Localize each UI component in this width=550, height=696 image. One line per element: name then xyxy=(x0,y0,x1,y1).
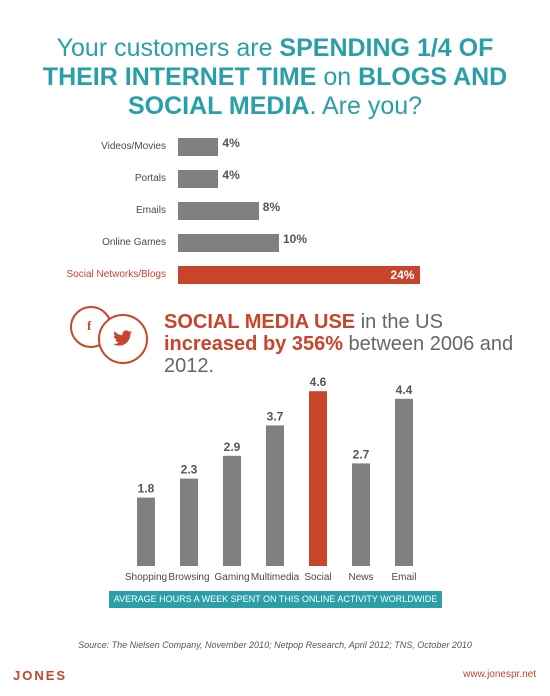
weekly-hours-bar-chart: 1.8 Shopping 2.3 Browsing 2.9 Gaming 3.7 Multim… xyxy=(125,375,417,583)
title-bold1: SPENDING 1/4 OF THEIR INTERNET TIME xyxy=(42,34,494,91)
hbar-value-label: 4% xyxy=(222,136,240,150)
twitter-icon xyxy=(98,314,148,364)
hbar-value-label: 24% xyxy=(390,268,415,282)
title-part3: . Are you? xyxy=(309,92,423,120)
facebook-glyph: f xyxy=(87,318,92,333)
stat-text2: between 2006 and 2012. xyxy=(164,333,514,377)
vbar-bar xyxy=(352,463,370,566)
vbar-bar xyxy=(309,391,327,566)
vbar-bar xyxy=(137,497,155,566)
hbar-category-label: Online Games xyxy=(102,237,166,248)
title-part1: Your customers are xyxy=(56,34,280,62)
hbar-bar xyxy=(178,170,219,188)
title-part2: on xyxy=(316,63,359,91)
hbar-bar xyxy=(178,202,259,220)
source-note: Source: The Nielsen Company, November 20… xyxy=(78,640,472,650)
vbar-bar xyxy=(180,478,198,566)
twitter-bird-glyph xyxy=(113,330,133,346)
hbar-bar xyxy=(178,138,219,156)
vbar-value-label: 3.7 xyxy=(267,409,284,423)
social-icons: f xyxy=(70,306,152,366)
title-bold2: BLOGS AND SOCIAL MEDIA xyxy=(127,63,508,120)
hbar-value-label: 8% xyxy=(262,200,281,214)
vbar-category-label: Gaming xyxy=(214,572,249,583)
stat-text1: in the US xyxy=(355,311,443,333)
hbar-category-label: Portals xyxy=(134,173,166,184)
stat-bold1: SOCIAL MEDIA USE xyxy=(164,311,356,333)
vbar-category-label: Shopping xyxy=(125,572,167,583)
hbar-category-label: Videos/Movies xyxy=(101,141,166,152)
hbar-value-label: 10% xyxy=(283,232,308,246)
website-link[interactable]: www.jonespr.net xyxy=(463,669,536,680)
vbar-category-label: Browsing xyxy=(168,572,209,583)
vbar-bar xyxy=(266,425,284,566)
social-media-stat: SOCIAL MEDIA USE in the US increased by … xyxy=(164,311,534,377)
chart-caption: AVERAGE HOURS A WEEK SPENT ON THIS ONLIN… xyxy=(109,591,442,608)
hbar-category-label: Social Networks/Blogs xyxy=(66,269,166,280)
vbar-category-label: Multimedia xyxy=(251,572,300,583)
jones-logo: JONES xyxy=(13,668,68,683)
hbar-bar xyxy=(178,234,279,252)
hbar-value-label: 4% xyxy=(222,168,240,182)
vbar-value-label: 1.8 xyxy=(138,482,155,496)
vbar-category-label: Social xyxy=(304,572,331,583)
vbar-value-label: 2.7 xyxy=(353,447,370,461)
page-title: Your customers are SPENDING 1/4 OF THEIR… xyxy=(20,34,530,121)
vbar-value-label: 4.4 xyxy=(396,383,413,397)
hbar-bar xyxy=(178,266,421,284)
vbar-category-label: Email xyxy=(391,572,416,583)
hbar-category-label: Emails xyxy=(135,205,166,216)
stat-bold2: increased by 356% xyxy=(164,333,343,355)
vbar-value-label: 2.9 xyxy=(224,440,241,454)
internet-time-bar-chart: Videos/Movies 4% Portals 4% Emails 8% Online G… xyxy=(0,130,550,290)
vbar-value-label: 2.3 xyxy=(181,463,198,477)
vbar-bar xyxy=(223,455,241,566)
vbar-bar xyxy=(395,398,413,566)
vbar-value-label: 4.6 xyxy=(310,375,327,389)
vbar-category-label: News xyxy=(348,572,373,583)
